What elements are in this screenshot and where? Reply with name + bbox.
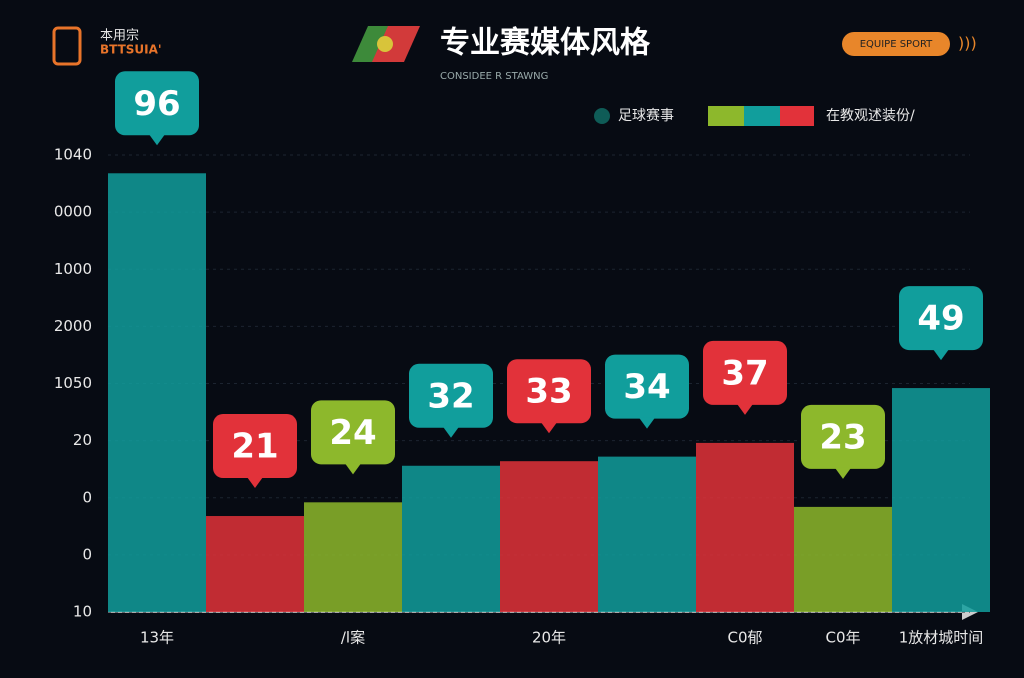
x-tick-label: 20年 [532,629,566,647]
y-tick-label: 0 [82,545,92,563]
value-label: 32 [427,376,474,416]
bar [402,465,500,612]
value-label: 96 [133,84,180,124]
value-label: 34 [623,367,670,407]
subtitle: CONSIDEE R STAWNG [440,71,548,82]
x-tick-label: C0年 [825,629,860,647]
title-icon [372,26,420,62]
value-bubble [899,286,983,351]
button[interactable] [842,32,950,56]
legend-swatch [708,106,744,126]
bar [794,506,892,612]
value-bubble-pointer [639,417,655,429]
value-label: 23 [819,417,866,457]
y-tick-label: 0000 [54,203,92,221]
bar [696,442,794,612]
value-bubble [311,400,395,465]
value-label: 49 [917,299,964,339]
bar [304,502,402,612]
value-bubble-pointer [247,477,263,489]
bar [108,173,206,612]
logo-text: BTTSUIA' [100,43,162,57]
value-bubble [801,404,885,469]
value-bubble [213,414,297,479]
y-tick-label: 0 [82,488,92,506]
x-tick-label: /l案 [341,629,365,647]
bar [500,461,598,612]
legend-swatch [780,106,814,126]
legend-label: 足球赛事 [618,108,674,124]
logo-text: 本用宗 [100,28,139,44]
value-bubble-pointer [149,134,165,146]
value-label: 24 [329,413,376,453]
value-bubble [703,340,787,405]
legend-label: 在教观述装份/ [826,108,915,124]
y-tick-label: 1050 [54,374,92,392]
value-bubble-pointer [737,403,753,415]
value-label: 37 [721,353,768,393]
bar [206,516,304,612]
x-tick-label: 1放材城时间 [899,629,984,647]
x-tick-label: C0郁 [727,629,762,647]
value-bubble-pointer [443,426,459,438]
bar [598,456,696,612]
y-tick-label: 1040 [54,146,92,164]
button-label[interactable]: EQUIPE SPORT [860,39,933,50]
value-bubble-pointer [835,467,851,479]
value-bubble [115,71,199,136]
y-tick-label: 20 [73,431,92,449]
button-icon: ))) [958,34,977,53]
title: 专业赛媒体风格 [440,26,651,61]
y-tick-label: 10 [73,603,92,621]
y-tick-label: 2000 [54,317,92,335]
value-bubble-pointer [345,463,361,475]
value-bubble-pointer [541,422,557,434]
value-label: 33 [525,372,572,412]
legend-swatch [744,106,780,126]
y-tick-label: 1000 [54,260,92,278]
value-bubble [507,359,591,424]
title-icon [377,36,393,52]
value-bubble [605,354,689,419]
logo-icon [52,26,82,66]
value-label: 21 [231,427,278,467]
value-bubble-pointer [933,349,949,361]
bar [892,388,990,612]
x-tick-label: 13年 [140,629,174,647]
legend-swatch [594,108,610,124]
value-bubble [409,363,493,428]
